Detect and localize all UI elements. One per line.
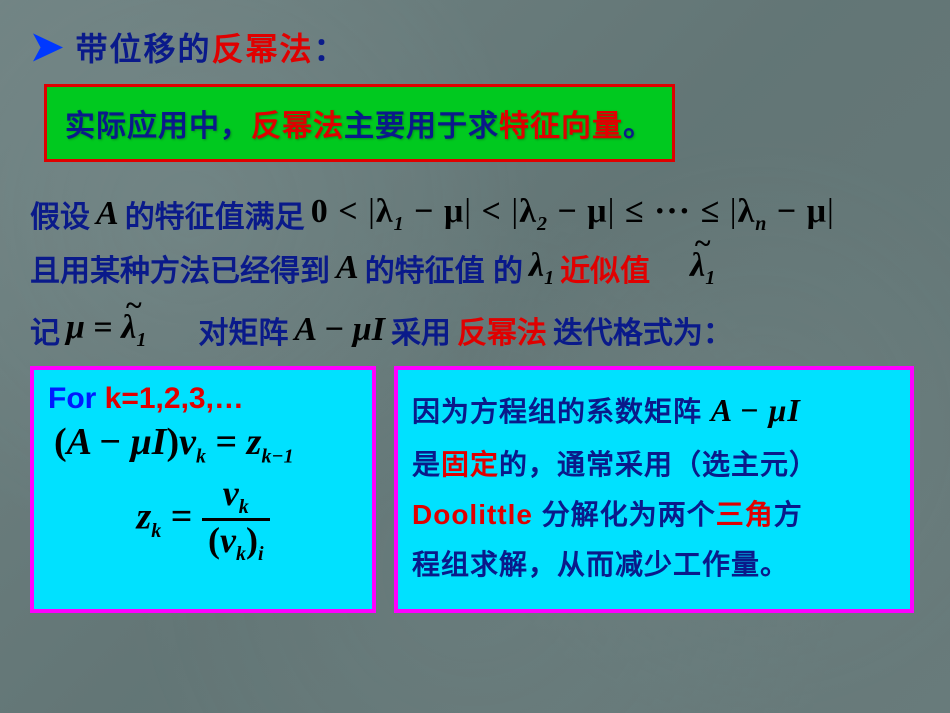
for-kw: For	[48, 382, 105, 415]
hb-mid: 主要用于求	[344, 110, 499, 143]
explanation-box: 因为方程组的系数矩阵 A − μI 是固定的，通常采用（选主元） Doolitt…	[394, 366, 914, 613]
hb-post: 。	[623, 110, 654, 143]
l3-pre: 记	[30, 308, 60, 352]
title-row: ➤ 带位移的反幂法：	[30, 24, 920, 70]
l2-red: 近似值	[560, 246, 650, 290]
rt-3b: 方	[774, 499, 803, 530]
l2-A: A	[336, 249, 359, 287]
rt-2b: 的，通常采用（选主元）	[499, 449, 818, 480]
hb-pre: 实际应用中，	[65, 110, 251, 143]
rt-2r: 固定	[441, 449, 499, 480]
rt-1a: 因为方程组的系数矩阵	[412, 396, 711, 427]
rt-matrix: A − μI	[711, 392, 801, 428]
eq2: zk = vk (vk)i	[48, 474, 358, 565]
l2-pre: 且用某种方法已经得到	[30, 246, 330, 290]
l3-after: 采用	[391, 308, 451, 352]
l3-post: 迭代格式为：	[553, 308, 733, 352]
l3-matrix: A − μI	[294, 311, 385, 349]
arrow-bullet-icon: ➤	[30, 27, 64, 67]
l3-mid: 对矩阵	[198, 308, 288, 352]
rt-3a: 分解化为两个	[542, 499, 716, 530]
algorithm-box: For k=1,2,3,… (A − μI)vk = zk−1 zk = vk …	[30, 366, 376, 613]
rt-3r: Doolittle	[412, 499, 542, 530]
hb-r1: 反幂法	[251, 110, 344, 143]
l2-mid1: 的特征值 的	[365, 246, 523, 290]
highlight-box: 实际应用中，反幂法主要用于求特征向量。	[44, 84, 675, 162]
hb-r2: 特征向量	[499, 110, 623, 143]
l2-tilde: λ1	[690, 247, 715, 290]
l3-eq: μ = λ1	[66, 309, 146, 352]
bottom-boxes: For k=1,2,3,… (A − μI)vk = zk−1 zk = vk …	[30, 366, 920, 613]
rt-3r2: 三角	[716, 499, 774, 530]
l1-mid: 的特征值满足	[125, 192, 305, 236]
approx-line: 且用某种方法已经得到 A 的特征值 的 λ1 近似值 λ1	[30, 246, 920, 290]
title-red: 反幂法	[212, 31, 314, 67]
slide-content: ➤ 带位移的反幂法： 实际应用中，反幂法主要用于求特征向量。 假设 A 的特征值…	[0, 0, 950, 637]
for-range: k=1,2,3,…	[105, 382, 244, 415]
title: 带位移的反幂法：	[76, 24, 348, 70]
l1-A: A	[96, 195, 119, 233]
inequality-chain: 0 < |λ1 − μ| < |λ2 − μ| ≤ ··· ≤ |λn − μ|	[311, 193, 835, 236]
l2-lambda1: λ1	[529, 247, 554, 290]
assumption-line: 假设 A 的特征值满足 0 < |λ1 − μ| < |λ2 − μ| ≤ ··…	[30, 192, 920, 236]
define-line: 记 μ = λ1 对矩阵 A − μI 采用反幂法迭代格式为：	[30, 308, 920, 352]
l1-pre: 假设	[30, 192, 90, 236]
for-line: For k=1,2,3,…	[48, 382, 358, 416]
rt-2a: 是	[412, 449, 441, 480]
eq1: (A − μI)vk = zk−1	[54, 422, 358, 468]
title-post: ：	[314, 31, 348, 67]
l3-red: 反幂法	[457, 308, 547, 352]
title-pre: 带位移的	[76, 31, 212, 67]
rt: 因为方程组的系数矩阵 A − μI 是固定的，通常采用（选主元） Doolitt…	[412, 382, 896, 591]
rt-4: 程组求解，从而减少工作量。	[412, 549, 789, 580]
